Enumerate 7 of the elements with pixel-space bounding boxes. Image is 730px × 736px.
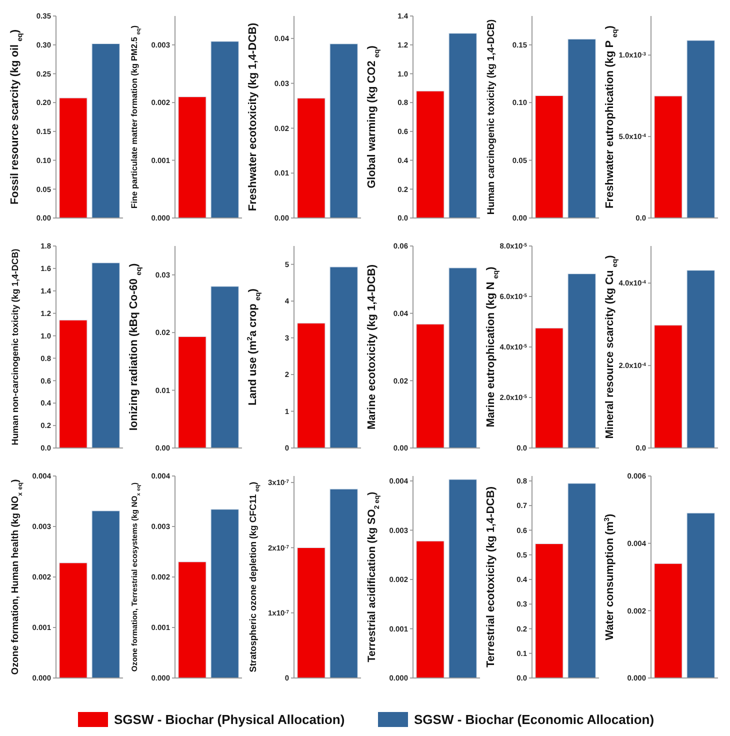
legend-label: SGSW - Biochar (Economic Allocation) — [414, 712, 654, 727]
y-axis-title: Terrestrial ecotoxicity (kg 1,4-DCB) — [485, 486, 497, 668]
y-axis-title: Human carcinogenic toxicity (kg 1,4-DCB) — [486, 19, 497, 215]
legend-label: SGSW - Biochar (Physical Allocation) — [114, 712, 345, 727]
y-axis-title: Human non-carcinogenic toxicity (kg 1,4-DCB) — [10, 248, 20, 446]
y-axis-title: Freshwater ecotoxicity (kg 1,4-DCB) — [247, 22, 259, 212]
y-axis-title: Marine ecotoxicity (kg 1,4-DCB) — [366, 264, 378, 430]
